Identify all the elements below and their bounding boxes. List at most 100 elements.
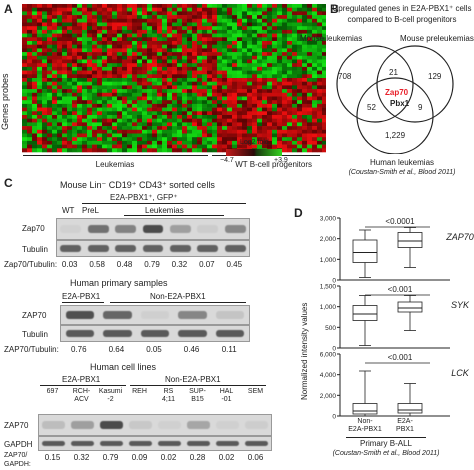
heatmap-cell (107, 48, 113, 53)
venn-title-line2: compared to B-cell progenitors (347, 15, 457, 24)
heatmap-cell (287, 15, 293, 20)
heatmap-cell (97, 140, 103, 145)
heatmap-cell (302, 44, 308, 49)
heatmap-cell (177, 140, 183, 145)
heatmap-cell (127, 66, 133, 71)
heatmap-cell (37, 22, 43, 27)
heatmap-cell (62, 55, 68, 60)
heatmap-cell (82, 59, 88, 64)
heatmap-cell (322, 122, 326, 127)
heatmap-cell (47, 18, 53, 23)
heatmap-cell (142, 111, 148, 116)
heatmap-cell (122, 96, 128, 101)
heatmap-cell (52, 78, 58, 82)
heatmap-cell (187, 59, 193, 64)
heatmap-cell (322, 111, 326, 116)
heatmap-cell (42, 26, 48, 31)
heatmap-cell (307, 103, 313, 108)
heatmap-cell (222, 92, 228, 97)
heatmap-cell (167, 140, 173, 145)
heatmap-cell (262, 55, 268, 60)
heatmap-cell (182, 81, 188, 86)
heatmap-cell (322, 66, 326, 71)
heatmap-cell (197, 22, 203, 27)
heatmap-cell (197, 129, 203, 134)
blot2-group1: E2A-PBX1 (62, 292, 101, 301)
heatmap-cell (262, 129, 268, 134)
heatmap-cell (22, 7, 28, 12)
heatmap-cell (77, 70, 83, 75)
heatmap-cell (107, 33, 113, 38)
heatmap-cell (237, 74, 243, 79)
heatmap-cell (47, 63, 53, 68)
heatmap-cell (152, 122, 158, 127)
heatmap-cell (82, 96, 88, 101)
heatmap-cell (237, 122, 243, 127)
heatmap-cell (312, 18, 318, 23)
heatmap-cell (237, 118, 243, 123)
heatmap-cell (87, 7, 93, 12)
heatmap-cell (252, 41, 258, 45)
heatmap-cell (262, 92, 268, 97)
heatmap-cell (177, 133, 183, 138)
heatmap-cell (277, 66, 283, 71)
heatmap-cell (22, 70, 28, 75)
heatmap-cell (292, 52, 298, 57)
heatmap-cell (212, 144, 218, 149)
heatmap-cell (247, 74, 253, 79)
heatmap-cell (237, 15, 243, 20)
heatmap-cell (187, 111, 193, 116)
heatmap-cell (87, 107, 93, 112)
heatmap-cell (242, 22, 248, 27)
heatmap-cell (292, 15, 298, 20)
heatmap-cell (317, 44, 323, 49)
heatmap-cell (47, 15, 53, 20)
heatmap-cell (237, 137, 243, 142)
heatmap-cell (117, 29, 123, 34)
heatmap-cell (217, 133, 223, 138)
heatmap-cell (67, 52, 73, 57)
heatmap-cell (97, 74, 103, 79)
heatmap-cell (62, 126, 68, 131)
heatmap-cell (122, 26, 128, 31)
heatmap-cell (207, 92, 213, 97)
heatmap-cell (207, 33, 213, 38)
heatmap-cell (222, 52, 228, 57)
ratio-value: 0.07 (199, 260, 215, 269)
heatmap-cell (257, 29, 263, 34)
heatmap-cell (312, 103, 318, 108)
heatmap-cell (322, 48, 326, 53)
heatmap (22, 4, 326, 153)
heatmap-cell (177, 15, 183, 20)
heatmap-cell (237, 7, 243, 12)
heatmap-cell (67, 137, 73, 142)
blot2-row1-label: ZAP70 (22, 311, 47, 320)
heatmap-cell (222, 70, 228, 75)
heatmap-cell (52, 74, 58, 79)
heatmap-cell (272, 11, 278, 16)
heatmap-cell (252, 22, 258, 27)
heatmap-cell (162, 133, 168, 138)
heatmap-cell (307, 115, 313, 119)
heatmap-cell (207, 26, 213, 31)
heatmap-cell (102, 48, 108, 53)
heatmap-cell (172, 11, 178, 16)
heatmap-cell (102, 70, 108, 75)
heatmap-cell (117, 66, 123, 71)
heatmap-cell (237, 103, 243, 108)
heatmap-cell (47, 89, 53, 94)
heatmap-cell (62, 92, 68, 97)
heatmap-cell (307, 111, 313, 116)
heatmap-cell (227, 4, 233, 8)
heatmap-cell (122, 33, 128, 38)
heatmap-cell (287, 115, 293, 119)
heatmap-cell (207, 78, 213, 82)
heatmap-cell (202, 81, 208, 86)
heatmap-cell (257, 41, 263, 45)
heatmap-cell (232, 41, 238, 45)
heatmap-cell (202, 44, 208, 49)
heatmap-cell (277, 137, 283, 142)
heatmap-cell (292, 137, 298, 142)
heatmap-cell (187, 44, 193, 49)
heatmap-cell (107, 103, 113, 108)
